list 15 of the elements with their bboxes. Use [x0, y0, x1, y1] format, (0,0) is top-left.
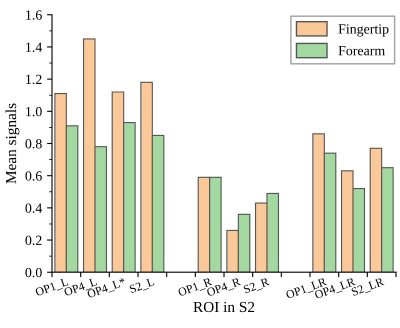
legend-label: Fingertip [338, 24, 389, 37]
y-tick-label: 1.2 [26, 74, 42, 84]
x-axis-title: ROI in S2 [193, 302, 254, 312]
y-tick-label: 0.0 [25, 268, 42, 278]
legend-label: Forearm [338, 46, 385, 56]
y-tick-label: 0.8 [25, 139, 42, 149]
y-axis-title: Mean signals [5, 104, 20, 184]
y-tick-label: 0.6 [25, 171, 42, 181]
y-tick-label: 1.0 [26, 106, 42, 116]
y-tick-label: 0.4 [25, 203, 42, 213]
y-tick-label: 0.2 [25, 236, 42, 246]
x-tick-label: S2_R [243, 277, 270, 295]
y-tick-label: 1.6 [26, 10, 42, 20]
x-tick-label: S2_L [129, 278, 155, 295]
y-tick-label: 1.4 [26, 42, 42, 52]
